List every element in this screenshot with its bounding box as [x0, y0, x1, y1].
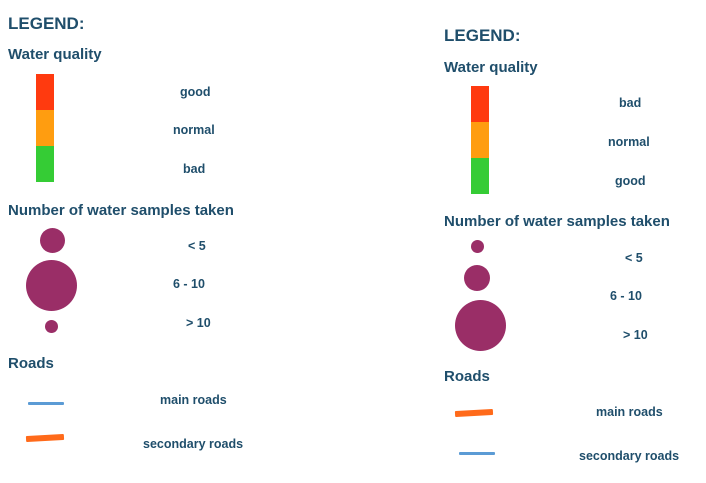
water-quality-label-2: normal [173, 123, 215, 137]
water-quality-title: Water quality [444, 59, 538, 76]
samples-label-1: < 5 [625, 251, 643, 265]
samples-label-2: 6 - 10 [173, 277, 205, 291]
water-quality-swatch-red [471, 86, 489, 122]
main-road-line [454, 409, 494, 417]
roads-title: Roads [8, 355, 54, 372]
legend-heading: LEGEND: [8, 14, 85, 33]
legend-panel-left: LEGEND: Water quality good normal bad Nu… [8, 14, 244, 451]
legend-panel-right: LEGEND: Water quality bad normal good Nu… [436, 0, 706, 483]
secondary-road-line [459, 452, 495, 455]
water-quality-title: Water quality [8, 46, 102, 63]
water-quality-swatch-green [471, 158, 489, 194]
samples-title: Number of water samples taken [8, 202, 234, 219]
water-quality-swatch-orange [471, 122, 489, 158]
sample-circle-large [26, 260, 77, 311]
roads-label-secondary: secondary roads [143, 437, 244, 451]
secondary-road-line [25, 434, 65, 442]
water-quality-label-2: normal [608, 135, 650, 149]
samples-label-3: > 10 [623, 328, 648, 342]
water-quality-swatch-red [36, 74, 54, 110]
samples-label-2: 6 - 10 [610, 289, 642, 303]
main-road-line [28, 402, 64, 405]
water-quality-label-3: good [615, 174, 646, 188]
sample-circle-small [471, 240, 484, 253]
water-quality-swatch-green [36, 146, 54, 182]
roads-label-main: main roads [160, 393, 227, 407]
roads-label-main: main roads [596, 405, 663, 419]
sample-circle-medium [464, 265, 490, 291]
water-quality-label-1: bad [619, 96, 642, 110]
samples-label-3: > 10 [186, 316, 211, 330]
samples-title: Number of water samples taken [444, 213, 670, 230]
sample-circle-medium [40, 228, 65, 253]
legend-heading: LEGEND: [444, 26, 521, 45]
roads-label-secondary: secondary roads [579, 449, 680, 463]
water-quality-label-1: good [180, 85, 211, 99]
samples-label-1: < 5 [188, 239, 206, 253]
water-quality-label-3: bad [183, 162, 206, 176]
sample-circle-small [45, 320, 58, 333]
water-quality-swatch-orange [36, 110, 54, 146]
sample-circle-large [455, 300, 506, 351]
roads-title: Roads [444, 368, 490, 385]
